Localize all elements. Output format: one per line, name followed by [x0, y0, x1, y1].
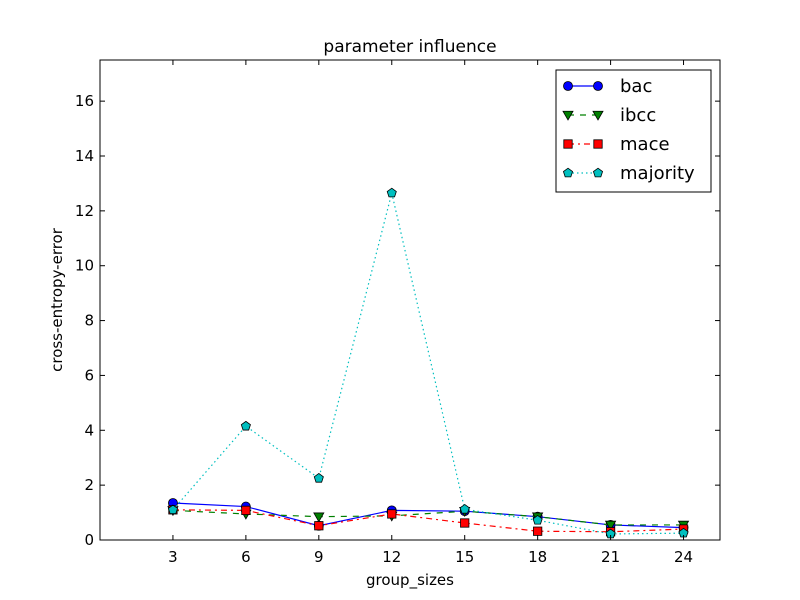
series-majority: [167, 187, 689, 539]
legend-marker-start: [563, 81, 573, 91]
legend: bac ibcc mace majority: [555, 69, 712, 193]
legend-label: majority: [620, 163, 695, 184]
legend-entry-mace: mace: [563, 134, 670, 155]
data-point-majority: [167, 504, 178, 515]
data-point-majority: [313, 472, 324, 483]
x-axis-label: group_sizes: [366, 571, 454, 590]
x-tick-label: 15: [455, 548, 474, 566]
y-tick-label: 6: [84, 366, 94, 384]
data-point-majority: [386, 187, 397, 198]
legend-label: bac: [620, 76, 652, 97]
legend-marker-end: [593, 81, 603, 91]
x-tick-label: 24: [674, 548, 693, 566]
series-line-mace: [172, 509, 684, 533]
y-tick-label: 10: [75, 257, 94, 275]
data-point-mace: [533, 526, 543, 536]
series-line-bac: [172, 502, 684, 529]
data-point-ibcc: [604, 520, 617, 531]
legend-marker-end: [592, 110, 604, 121]
x-tick-label: 18: [528, 548, 547, 566]
series-line-majority: [172, 192, 684, 535]
legend-label: mace: [620, 134, 670, 155]
y-axis-label: cross-entropy-error: [48, 227, 66, 372]
data-point-mace: [460, 518, 470, 528]
legend-entry-majority: majority: [562, 163, 695, 184]
legend-marker-start: [562, 167, 574, 178]
legend-marker-start: [563, 139, 573, 149]
plot-area: [167, 187, 690, 539]
legend-box: [555, 69, 712, 193]
y-tick-label: 4: [84, 421, 94, 439]
y-tick-label: 16: [75, 92, 94, 110]
y-tick-label: 0: [84, 531, 94, 549]
chart-title: parameter influence: [323, 37, 496, 57]
legend-label: ibcc: [620, 105, 656, 126]
y-tick-label: 14: [75, 147, 94, 165]
y-tick-label: 12: [75, 202, 94, 220]
legend-marker-end: [593, 139, 603, 149]
data-point-majority: [459, 503, 470, 514]
y-tick-label: 8: [84, 312, 94, 330]
legend-marker-end: [592, 167, 604, 178]
x-tick-label: 3: [168, 548, 178, 566]
x-tick-label: 21: [601, 548, 620, 566]
data-point-mace: [387, 509, 397, 519]
x-tick-label: 9: [314, 548, 324, 566]
y-tick-label: 2: [84, 476, 94, 494]
series-line-ibcc: [172, 509, 684, 526]
x-tick-label: 6: [241, 548, 251, 566]
data-point-mace: [314, 521, 324, 531]
data-point-ibcc: [313, 512, 325, 523]
data-point-majority: [240, 420, 251, 431]
plot-frame: [99, 59, 721, 541]
legend-marker-start: [562, 110, 574, 121]
legend-entry-bac: bac: [563, 76, 652, 97]
data-point-majority: [532, 514, 543, 525]
x-tick-label: 12: [382, 548, 401, 566]
legend-entry-ibcc: ibcc: [562, 105, 656, 126]
data-point-mace: [241, 505, 251, 515]
